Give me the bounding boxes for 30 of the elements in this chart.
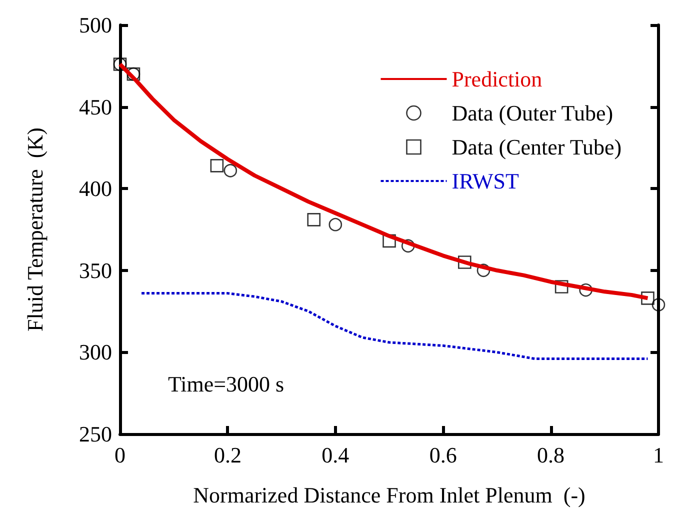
point <box>210 159 224 172</box>
point <box>458 256 472 269</box>
y-axis-title: Fluid Temperature (K) <box>22 128 48 332</box>
x-tick-label: 0.6 <box>429 442 457 468</box>
point <box>641 292 654 305</box>
x-tick-label: 0.8 <box>537 442 565 468</box>
point <box>554 280 568 294</box>
point <box>328 218 342 232</box>
y-tick-label: 350 <box>79 258 112 283</box>
y-tick-label: 450 <box>79 94 112 120</box>
point <box>307 213 321 226</box>
y-tick-label: 250 <box>79 422 112 446</box>
point <box>224 164 238 178</box>
y-tick-label: 400 <box>79 176 112 202</box>
y-tick-label: 300 <box>79 340 112 365</box>
annotation: Time=3000 s <box>168 372 284 396</box>
y-tick-label: 500 <box>79 12 112 38</box>
x-axis-title: Normarized Distance From Inlet Plenum (-) <box>193 482 586 508</box>
legend-label: Data (Outer Tube) <box>452 100 614 126</box>
x-tick-label: 0.4 <box>322 442 350 468</box>
x-tick-label: 1 <box>653 442 664 468</box>
legend-label: Data (Center Tube) <box>452 134 622 160</box>
point <box>579 283 592 297</box>
legend-label: Prediction <box>452 66 542 92</box>
point <box>652 298 666 312</box>
legend-label: IRWST <box>452 168 520 194</box>
x-tick-label: 0.2 <box>214 442 242 468</box>
point <box>401 239 415 253</box>
x-tick-label: 0 <box>114 442 126 468</box>
line-series <box>140 292 649 360</box>
